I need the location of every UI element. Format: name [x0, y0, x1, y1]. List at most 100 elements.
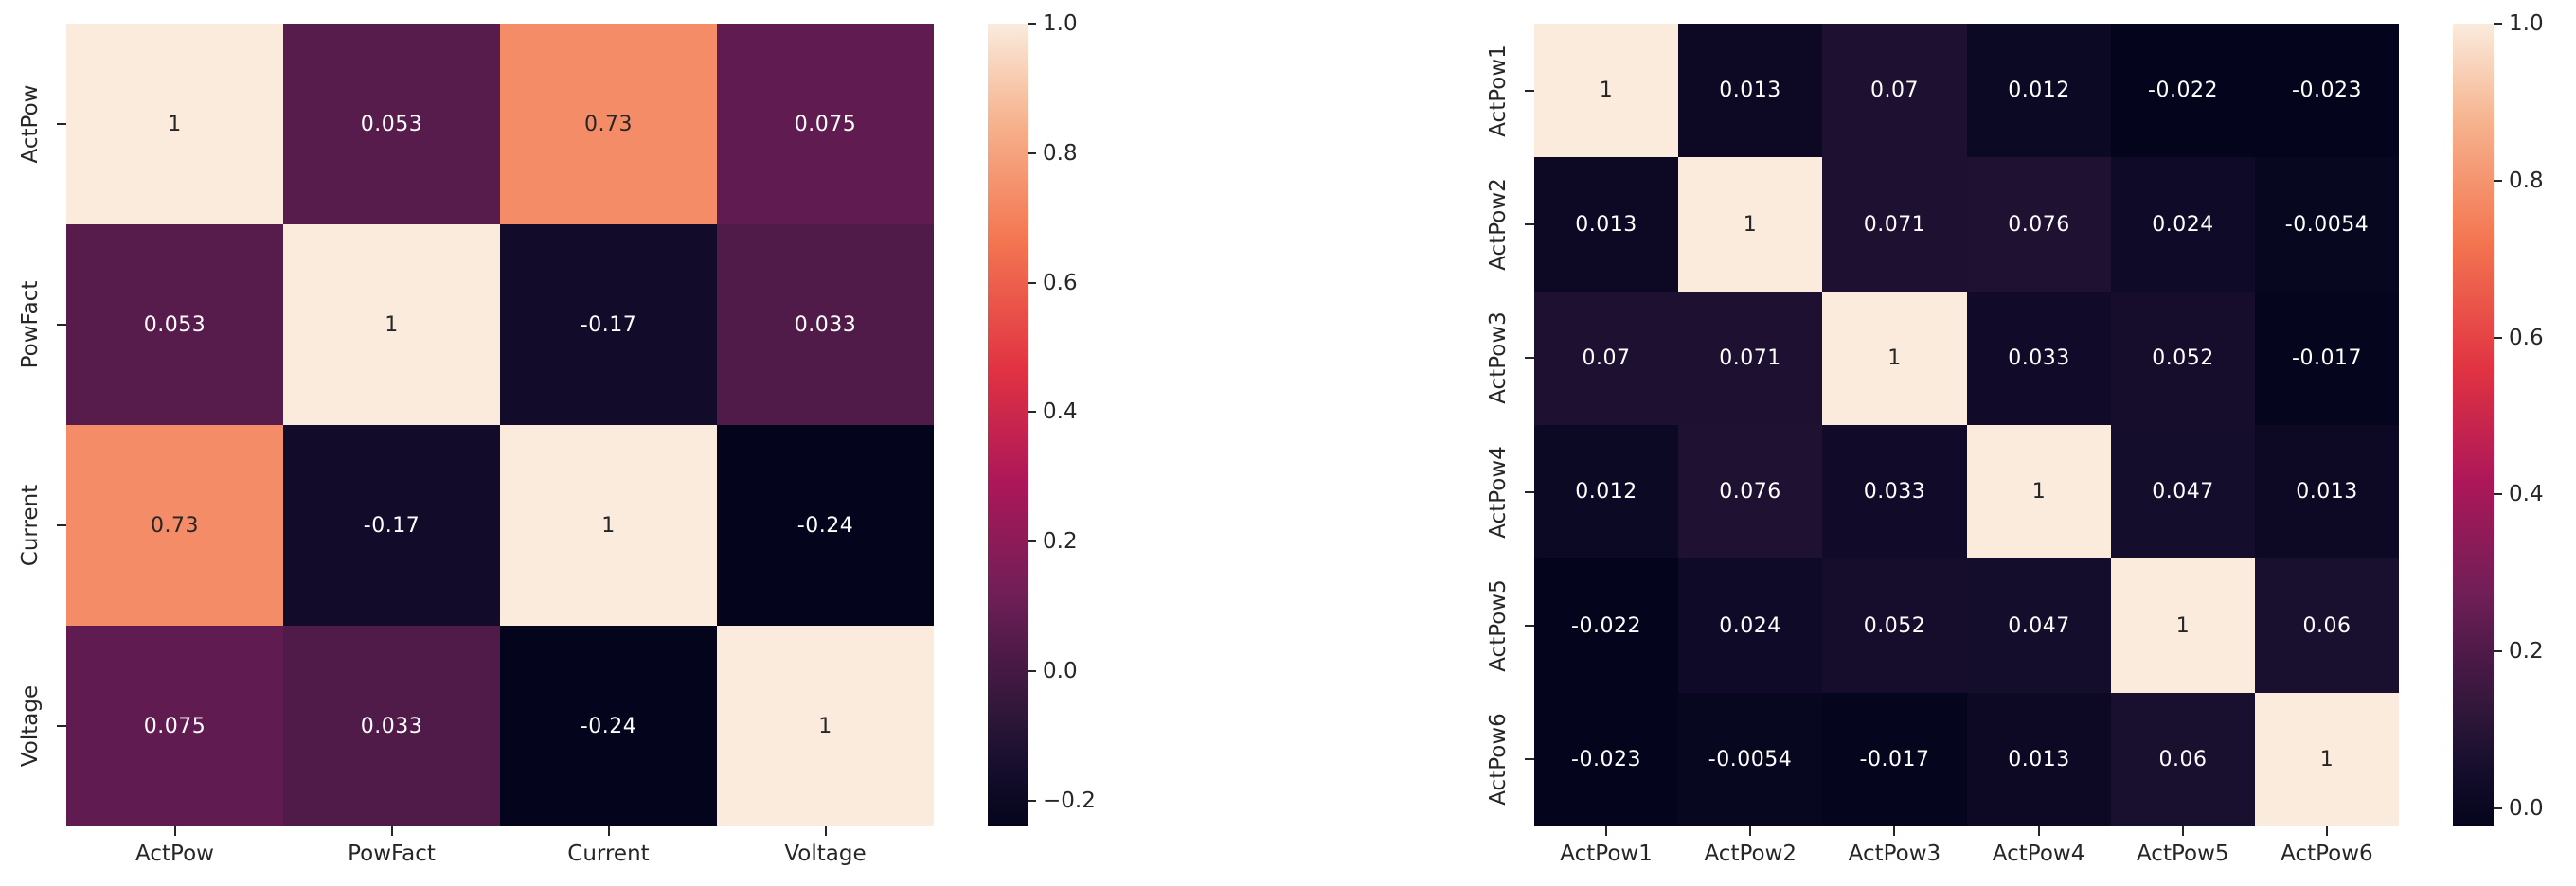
heatmap-cell: 0.033 [1967, 292, 2111, 425]
colorbar-tick-label: 0.8 [2509, 168, 2544, 193]
x-tickmark [390, 826, 393, 836]
cell-value: 0.013 [2296, 480, 2358, 504]
cell-value: 1 [2175, 613, 2191, 638]
x-tick-label: ActPow1 [1560, 842, 1653, 866]
heatmap-cell: 0.013 [1678, 24, 1822, 157]
x-tickmark [2181, 826, 2184, 836]
x-tick-label: ActPow [135, 842, 214, 866]
colorbar-tickmark [1028, 411, 1036, 414]
cell-value: 0.07 [1582, 346, 1631, 370]
cell-value: 0.033 [1863, 480, 1926, 504]
heatmap-cell: -0.17 [500, 224, 717, 425]
heatmap-cell: 0.06 [2255, 558, 2399, 693]
colorbar-tick-label: 0.4 [1043, 399, 1078, 425]
colorbar-tickmark [1028, 669, 1036, 672]
x-tickmark [607, 826, 610, 836]
heatmap-cell: 0.047 [2111, 425, 2255, 558]
heatmap-cell: 0.06 [2111, 693, 2255, 826]
colorbar-tickmark [1028, 151, 1036, 154]
heatmap-cell: 0.052 [1822, 558, 1967, 693]
cell-value: -0.023 [1571, 748, 1641, 771]
cell-value: 0.075 [143, 714, 206, 738]
colorbar-tickmark [2494, 650, 2502, 653]
colorbar-tick-label: 0.2 [2509, 639, 2544, 664]
colorbar-tickmark [1028, 281, 1036, 284]
cell-value: 0.076 [1719, 480, 1781, 504]
cell-value: 1 [1743, 212, 1758, 237]
y-tickmark [57, 524, 66, 526]
heatmap-cell: 0.013 [1967, 693, 2111, 826]
cell-value: -0.017 [2292, 346, 2362, 370]
x-tick-label: ActPow2 [1704, 842, 1798, 866]
heatmap-cell: 0.075 [66, 626, 283, 826]
cell-value: 1 [2031, 480, 2047, 504]
cell-value: -0.023 [2292, 79, 2362, 102]
heatmap-cell: 0.075 [717, 24, 934, 224]
y-tickmark [57, 123, 66, 125]
cell-value: 1 [2319, 748, 2334, 771]
cell-value: 0.013 [2008, 748, 2070, 771]
heatmap-cell: 0.07 [1822, 24, 1967, 157]
cell-value: 0.075 [794, 112, 857, 136]
cell-value: 1 [168, 112, 182, 136]
heatmap-cell: 0.07 [1534, 292, 1678, 425]
cell-value: 0.033 [794, 312, 857, 337]
heatmap-cell: 0.076 [1967, 157, 2111, 292]
x-tickmark [173, 826, 176, 836]
y-tickmark [57, 324, 66, 326]
heatmap-cell: 1 [1534, 24, 1678, 157]
heatmap-cell: 1 [717, 626, 934, 826]
heatmap-cell: 0.013 [2255, 425, 2399, 558]
cell-value: -0.022 [1571, 613, 1641, 638]
cell-value: -0.24 [580, 714, 637, 738]
cell-value: 0.024 [1719, 613, 1781, 638]
heatmap-cell: -0.023 [1534, 693, 1678, 826]
x-tickmark [1893, 826, 1896, 836]
y-tick-label: ActPow5 [1486, 579, 1511, 672]
colorbar-tick-label: 0.2 [1043, 529, 1078, 555]
x-tickmark [2037, 826, 2040, 836]
y-tick-label: ActPow1 [1486, 44, 1511, 137]
heatmap-cell: 0.053 [66, 224, 283, 425]
heatmap-cell: 1 [1822, 292, 1967, 425]
heatmap-cell: 1 [283, 224, 500, 425]
y-tickmark [1525, 625, 1534, 627]
heatmap-cell: 0.033 [283, 626, 500, 826]
cell-value: 0.052 [1863, 613, 1926, 638]
cell-value: 0.024 [2152, 212, 2214, 237]
heatmap-cell: 0.024 [2111, 157, 2255, 292]
cell-value: 0.73 [151, 513, 199, 538]
heatmap-cell: 0.052 [2111, 292, 2255, 425]
heatmap-cell: 1 [2111, 558, 2255, 693]
cell-value: 0.071 [1863, 212, 1926, 237]
heatmap-cell: -0.017 [2255, 292, 2399, 425]
cell-value: 0.053 [143, 312, 206, 337]
colorbar-tickmark [2494, 336, 2502, 339]
heatmap-cell: 1 [1678, 157, 1822, 292]
cell-value: 1 [818, 714, 832, 738]
heatmap-cell: 0.73 [66, 425, 283, 626]
heatmap-cell: 1 [1967, 425, 2111, 558]
y-tickmark [1525, 89, 1534, 92]
heatmap-cell: 0.071 [1822, 157, 1967, 292]
colorbar-tick-label: 0.6 [1043, 270, 1078, 295]
heatmap-cell: -0.022 [2111, 24, 2255, 157]
heatmap-cell: 0.076 [1678, 425, 1822, 558]
cell-value: -0.017 [1859, 748, 1930, 771]
heatmap-cell: -0.24 [717, 425, 934, 626]
x-tick-label: PowFact [348, 842, 436, 866]
heatmap-cell: 0.024 [1678, 558, 1822, 693]
heatmap-cell: -0.023 [2255, 24, 2399, 157]
colorbar-tickmark [1028, 799, 1036, 802]
heatmap-cell: -0.022 [1534, 558, 1678, 693]
x-tick-label: ActPow3 [1848, 842, 1941, 866]
cell-value: 0.07 [1870, 79, 1919, 102]
y-tick-label: ActPow2 [1486, 178, 1511, 271]
colorbar-tick-label: 1.0 [2509, 11, 2544, 36]
colorbar [988, 24, 1028, 826]
colorbar-tick-label: 0.8 [1043, 140, 1078, 166]
heatmap-cell: 0.053 [283, 24, 500, 224]
